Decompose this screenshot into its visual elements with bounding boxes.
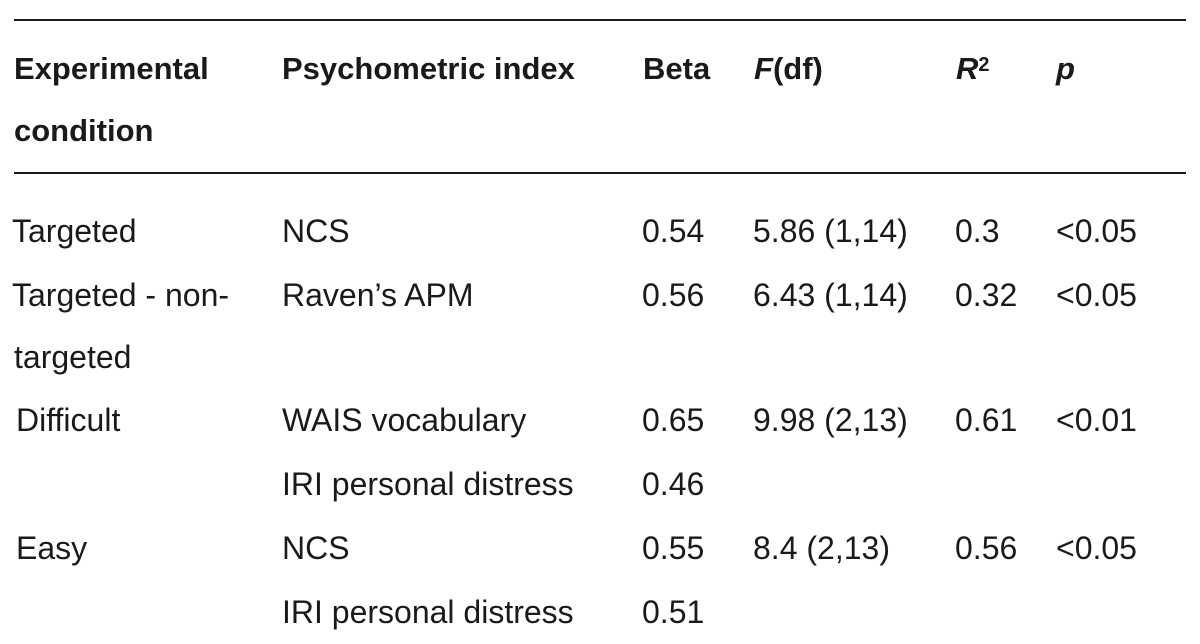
cell-p: <0.05 (1056, 530, 1137, 566)
cell-r2: 0.3 (955, 213, 1000, 249)
cell-p: <0.05 (1056, 213, 1137, 249)
header-f-symbol: F (754, 51, 773, 86)
cell-index: IRI personal distress (282, 466, 574, 502)
header-psychometric-index: Psychometric index (282, 51, 575, 86)
cell-beta: 0.55 (642, 530, 705, 566)
cell-beta: 0.46 (642, 466, 705, 502)
cell-p: <0.01 (1056, 402, 1137, 438)
header-condition-line2: condition (14, 113, 154, 148)
cell-beta: 0.51 (642, 594, 705, 630)
cell-r2: 0.56 (955, 530, 1018, 566)
top-rule (14, 19, 1186, 21)
cell-index: WAIS vocabulary (282, 402, 527, 438)
cell-condition: Targeted - non- (12, 277, 230, 313)
header-r-squared: R2 (956, 53, 990, 85)
cell-f: 6.43 (1,14) (753, 277, 908, 313)
header-condition-line1: Experimental (14, 51, 209, 86)
cell-r2: 0.32 (955, 277, 1018, 313)
header-f-df: F(df) (754, 53, 823, 85)
cell-beta: 0.54 (642, 213, 705, 249)
cell-beta: 0.65 (642, 402, 705, 438)
cell-p: <0.05 (1056, 277, 1137, 313)
cell-beta: 0.56 (642, 277, 705, 313)
cell-index: NCS (282, 213, 350, 249)
cell-f: 5.86 (1,14) (753, 213, 908, 249)
header-beta: Beta (643, 51, 711, 86)
cell-index: NCS (282, 530, 350, 566)
cell-index: IRI personal distress (282, 594, 574, 630)
header-rule (14, 172, 1186, 174)
header-r-exponent: 2 (978, 54, 990, 76)
cell-f: 9.98 (2,13) (753, 402, 908, 438)
cell-condition: Easy (16, 530, 88, 566)
cell-f: 8.4 (2,13) (753, 530, 890, 566)
cell-condition: Targeted (12, 213, 137, 249)
cell-condition-continued: targeted (14, 339, 132, 375)
cell-condition: Difficult (16, 402, 121, 438)
cell-r2: 0.61 (955, 402, 1018, 438)
header-p: p (1056, 51, 1075, 86)
cell-index: Raven’s APM (282, 277, 474, 313)
header-r-symbol: R (956, 51, 979, 86)
header-f-suffix: (df) (772, 51, 823, 86)
